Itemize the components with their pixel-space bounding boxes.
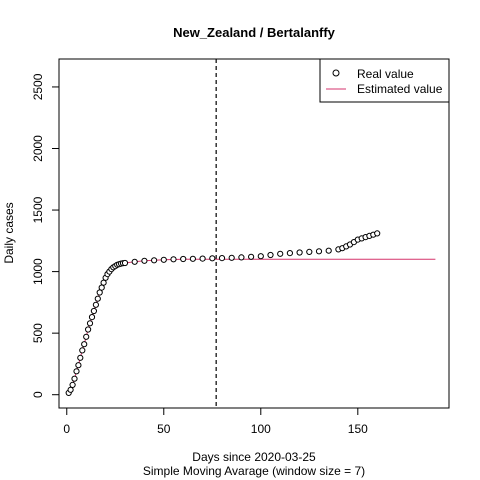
real-value-point: [199, 255, 206, 262]
real-value-point: [267, 251, 274, 259]
x-axis-label: Days since 2020-03-25: [192, 450, 316, 464]
real-value-point: [121, 259, 129, 267]
real-value-point: [79, 347, 86, 354]
real-value-point: [306, 248, 313, 255]
real-value-point: [71, 375, 78, 382]
y-tick-label: 500: [31, 323, 45, 343]
y-axis-label: Daily cases: [2, 202, 16, 263]
x-tick-label: 50: [157, 422, 171, 436]
real-value-point: [228, 254, 235, 261]
x-tick-label: 150: [348, 422, 368, 436]
x-axis: 0 50 100 150: [63, 407, 368, 436]
real-value-point: [94, 295, 101, 302]
legend-box: [319, 58, 450, 103]
real-value-point: [131, 258, 138, 265]
real-value-point: [218, 255, 226, 262]
x-axis-sublabel: Simple Moving Avarage (window size = 7): [143, 464, 365, 478]
x-tick-label: 0: [63, 422, 70, 436]
real-value-point: [374, 230, 381, 237]
real-value-point: [277, 250, 284, 257]
y-tick-label: 1500: [31, 196, 45, 223]
real-value-point: [151, 257, 158, 264]
real-value-point: [315, 248, 323, 255]
real-value-point: [238, 254, 245, 261]
real-value-point: [325, 247, 332, 254]
y-tick-label: 2500: [31, 73, 45, 100]
real-value-point: [257, 253, 264, 260]
real-value-point: [83, 333, 90, 340]
y-tick-label: 2000: [31, 135, 45, 162]
real-value-point: [180, 255, 187, 263]
real-value-point: [189, 255, 196, 262]
real-value-point: [209, 255, 216, 262]
plot-frame: [58, 58, 450, 409]
estimated-value-line: [68, 258, 436, 394]
real-value-point: [69, 381, 76, 388]
y-axis: 0 500 1000 1500 2000 2500: [31, 73, 60, 398]
chart-title: New_Zealand / Bertalanffy: [173, 25, 336, 40]
real-value-point: [141, 257, 148, 264]
real-value-point: [92, 301, 100, 308]
x-tick-label: 100: [251, 422, 271, 436]
legend-entry-real-value: Real value: [357, 67, 414, 81]
real-value-point: [296, 249, 303, 256]
legend-point-symbol: [332, 69, 340, 77]
real-value-point: [77, 354, 84, 361]
y-tick-label: 0: [31, 391, 45, 398]
real-value-point: [286, 250, 293, 257]
real-value-point: [86, 320, 94, 327]
real-value-point: [81, 341, 88, 348]
real-value-point: [90, 307, 98, 315]
y-tick-label: 1000: [31, 258, 45, 285]
real-value-point: [170, 256, 177, 263]
legend-entry-estimated-value: Estimated value: [357, 82, 443, 96]
plot-area: [65, 59, 436, 408]
real-value-point: [248, 253, 255, 260]
real-value-point: [75, 362, 82, 369]
real-value-point: [73, 368, 80, 375]
real-value-point: [160, 256, 167, 263]
real-value-point: [88, 314, 96, 321]
real-value-point: [85, 326, 92, 333]
legend: Real value Estimated value: [319, 58, 450, 103]
